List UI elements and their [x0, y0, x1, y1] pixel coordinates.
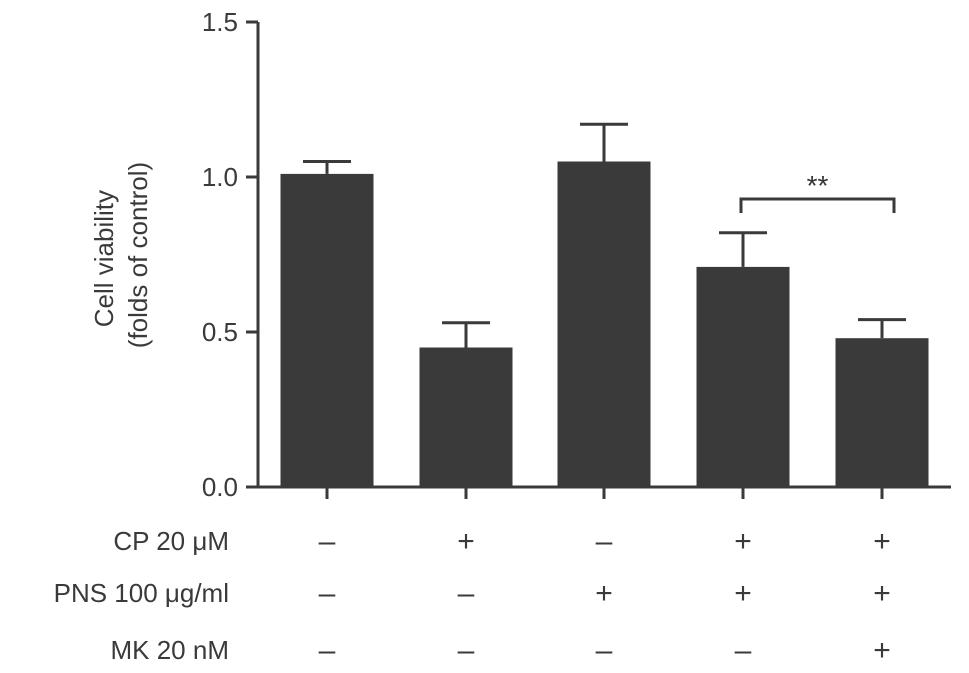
minus-sign: – — [319, 577, 336, 610]
minus-sign: – — [735, 634, 752, 667]
x-axis — [258, 485, 951, 499]
y-axis: 0.0 0.5 1.0 1.5 — [202, 7, 260, 502]
minus-sign: – — [596, 634, 613, 667]
y-tick-label: 1.5 — [202, 7, 238, 37]
plus-sign: + — [873, 634, 891, 667]
y-axis-title: Cell viability (folds of control) — [89, 162, 153, 348]
bar — [557, 161, 651, 487]
plus-sign: + — [873, 525, 891, 558]
plus-sign: + — [734, 577, 752, 610]
minus-sign: – — [319, 525, 336, 558]
significance-label: ** — [807, 170, 829, 201]
plus-sign: + — [873, 577, 891, 610]
condition-label: CP 20 μM — [113, 526, 229, 556]
minus-sign: – — [319, 634, 336, 667]
minus-sign: – — [596, 525, 613, 558]
significance-bracket: ** — [739, 170, 896, 213]
bar — [419, 347, 513, 487]
condition-label: MK 20 nM — [111, 635, 230, 665]
bar — [280, 173, 374, 487]
y-axis-title-line1: Cell viability — [89, 190, 119, 327]
error-bars — [303, 122, 906, 348]
y-tick-label: 1.0 — [202, 162, 238, 192]
plus-sign: + — [595, 577, 613, 610]
y-axis-title-line2: (folds of control) — [123, 162, 153, 348]
condition-label: PNS 100 μg/ml — [54, 578, 229, 608]
plus-sign: + — [457, 525, 475, 558]
plus-sign: + — [734, 525, 752, 558]
significance-bracket-line — [739, 197, 896, 213]
y-tick-label: 0.0 — [202, 472, 238, 502]
bar — [696, 266, 790, 487]
bar — [835, 338, 929, 487]
y-tick-label: 0.5 — [202, 317, 238, 347]
condition-table: CP 20 μM – + – + + PNS 100 μg/ml – – + + + MK 20 nM –… — [54, 525, 891, 667]
minus-sign: – — [458, 577, 475, 610]
minus-sign: – — [458, 634, 475, 667]
bars — [280, 161, 929, 487]
